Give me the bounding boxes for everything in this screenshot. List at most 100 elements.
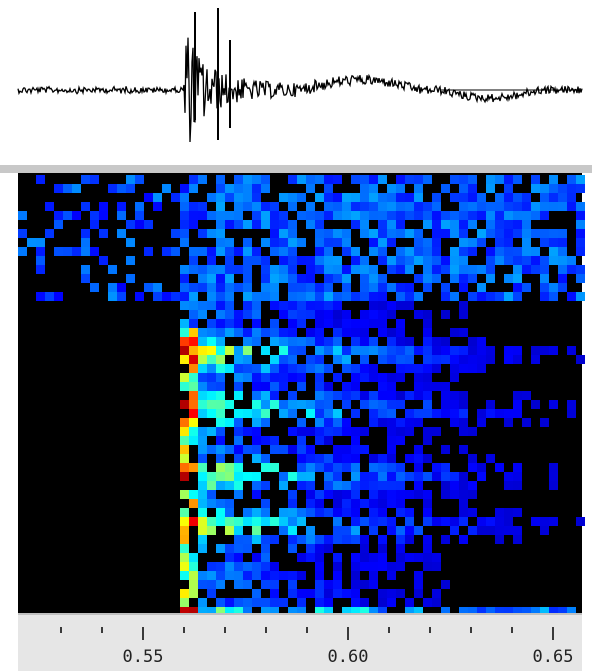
spectrogram-cell: [234, 553, 243, 562]
spectrogram-cell: [234, 409, 243, 418]
spectrogram-cell: [243, 292, 252, 301]
spectrogram-cell: [387, 472, 396, 481]
spectrogram-cell: [495, 526, 504, 535]
spectrogram-cell: [324, 472, 333, 481]
spectrogram-cell: [234, 319, 243, 328]
spectrogram-cell: [432, 382, 441, 391]
spectrogram-cell: [297, 193, 306, 202]
spectrogram-cell: [297, 463, 306, 472]
spectrogram-cell: [432, 229, 441, 238]
spectrogram-cell: [369, 202, 378, 211]
spectrogram-cell: [333, 517, 342, 526]
spectrogram-cell: [414, 472, 423, 481]
spectrogram-cell: [180, 589, 189, 598]
spectrogram-cell: [549, 175, 558, 184]
spectrogram-cell: [540, 211, 549, 220]
spectrogram-cell: [306, 220, 315, 229]
separator: [0, 165, 592, 173]
spectrogram-cell: [387, 355, 396, 364]
spectrogram-cell: [450, 256, 459, 265]
spectrogram-cell: [315, 382, 324, 391]
spectrogram-cell: [378, 463, 387, 472]
spectrogram-cell: [450, 274, 459, 283]
spectrogram-cell: [450, 265, 459, 274]
spectrogram-cell: [396, 193, 405, 202]
spectrogram-cell: [225, 400, 234, 409]
spectrogram-cell: [540, 238, 549, 247]
spectrogram-cell: [306, 553, 315, 562]
spectrogram-cell: [522, 238, 531, 247]
spectrogram-cell: [216, 283, 225, 292]
spectrogram-cell: [288, 517, 297, 526]
spectrogram-cell: [378, 400, 387, 409]
spectrogram-cell: [234, 598, 243, 607]
spectrogram-cell: [504, 247, 513, 256]
spectrogram-cell: [378, 292, 387, 301]
spectrogram-cell: [504, 508, 513, 517]
clip: [582, 613, 592, 671]
spectrogram-cell: [270, 364, 279, 373]
spectrogram-cell: [378, 202, 387, 211]
spectrogram-cell: [81, 265, 90, 274]
spectrogram-cell: [297, 436, 306, 445]
spectrogram-cell: [225, 481, 234, 490]
spectrogram-cell: [486, 256, 495, 265]
spectrogram-cell: [315, 571, 324, 580]
spectrogram-cell: [396, 562, 405, 571]
spectrogram-cell: [423, 499, 432, 508]
spectrogram-cell: [450, 229, 459, 238]
spectrogram-cell: [216, 328, 225, 337]
spectrogram-cell: [198, 346, 207, 355]
spectrogram-cell: [144, 220, 153, 229]
spectrogram-cell: [423, 517, 432, 526]
spectrogram-cell: [360, 310, 369, 319]
spectrogram-cell: [234, 436, 243, 445]
spectrogram-cell: [333, 256, 342, 265]
spectrogram-cell: [522, 220, 531, 229]
spectrogram-cell: [315, 580, 324, 589]
spectrogram-cell: [288, 508, 297, 517]
spectrogram-cell: [207, 346, 216, 355]
spectrogram-cell: [288, 544, 297, 553]
spectrogram-cell: [207, 472, 216, 481]
spectrogram-cell: [198, 472, 207, 481]
spectrogram-cell: [459, 247, 468, 256]
spectrogram-cell: [225, 301, 234, 310]
spectrogram-cell: [225, 274, 234, 283]
spectrogram-cell: [315, 328, 324, 337]
spectrogram-cell: [342, 589, 351, 598]
spectrogram-cell: [540, 274, 549, 283]
spectrogram-cell: [450, 364, 459, 373]
spectrogram-cell: [351, 499, 360, 508]
spectrogram-cell: [135, 292, 144, 301]
spectrogram-cell: [288, 247, 297, 256]
spectrogram-cell: [324, 346, 333, 355]
spectrogram-cell: [252, 400, 261, 409]
spectrogram-cell: [378, 481, 387, 490]
spectrogram-cell: [351, 256, 360, 265]
spectrogram-cell: [459, 517, 468, 526]
spectrogram-cell: [360, 274, 369, 283]
spectrogram-cell: [558, 283, 567, 292]
spectrogram-cell: [207, 319, 216, 328]
spectrogram-cell: [558, 274, 567, 283]
spectrogram-cell: [279, 409, 288, 418]
spectrogram-cell: [396, 490, 405, 499]
spectrogram-cell: [378, 193, 387, 202]
spectrogram-cell: [522, 202, 531, 211]
spectrogram-cell: [387, 418, 396, 427]
spectrogram-cell: [360, 445, 369, 454]
spectrogram-cell: [279, 445, 288, 454]
spectrogram-cell: [234, 391, 243, 400]
spectrogram-cell: [486, 454, 495, 463]
spectrogram-cell: [198, 526, 207, 535]
spectrogram-cell: [252, 256, 261, 265]
spectrogram-cell: [378, 373, 387, 382]
spectrogram-cell: [333, 328, 342, 337]
spectrogram-cell: [477, 517, 486, 526]
spectrogram-cell: [423, 337, 432, 346]
spectrogram-cell: [261, 436, 270, 445]
spectrogram-cell: [540, 256, 549, 265]
spectrogram-cell: [441, 337, 450, 346]
spectrogram-cell: [342, 454, 351, 463]
